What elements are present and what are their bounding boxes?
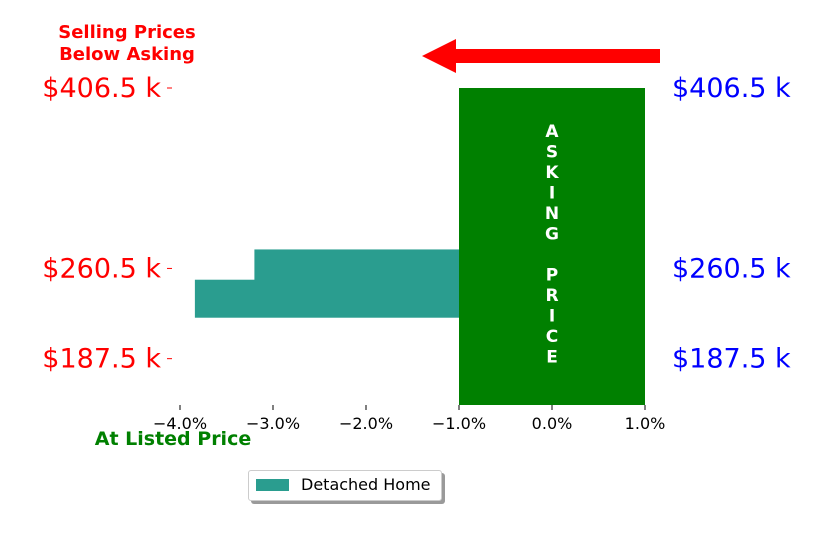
legend: Detached Home — [248, 470, 442, 501]
band-letter: I — [549, 307, 555, 327]
band-letter: I — [549, 184, 555, 204]
x-tick-label: −3.0% — [246, 414, 300, 433]
left-price-label: $260.5 k — [42, 253, 161, 284]
band-letter: K — [545, 163, 559, 183]
x-tick-label: −2.0% — [339, 414, 393, 433]
right-price-label: $187.5 k — [672, 344, 791, 375]
listed-price-annotation: At Listed Price — [95, 428, 251, 450]
left-arrow — [422, 39, 660, 73]
x-tick-label: −1.0% — [432, 414, 486, 433]
left-price-label: $187.5 k — [42, 344, 161, 375]
band-letter: C — [546, 327, 558, 347]
band-letter: P — [546, 266, 558, 286]
legend-label: Detached Home — [301, 475, 431, 494]
band-letter: R — [545, 286, 558, 306]
bar — [194, 279, 459, 318]
right-price-label: $260.5 k — [672, 253, 791, 284]
band-letter: N — [545, 204, 559, 224]
x-tick-label: 0.0% — [532, 414, 573, 433]
left-price-label: $406.5 k — [42, 73, 161, 104]
band-letter: E — [546, 348, 558, 368]
x-tick-label: −4.0% — [153, 414, 207, 433]
below-asking-annotation: Selling Prices — [58, 22, 195, 43]
legend-swatch — [256, 479, 289, 491]
below-asking-annotation: Below Asking — [59, 44, 195, 65]
right-price-label: $406.5 k — [672, 73, 791, 104]
band-letter: A — [545, 122, 559, 142]
band-letter: G — [545, 225, 559, 245]
band-letter: S — [546, 143, 558, 163]
asking-price-band — [459, 88, 645, 405]
x-tick-label: 1.0% — [625, 414, 666, 433]
